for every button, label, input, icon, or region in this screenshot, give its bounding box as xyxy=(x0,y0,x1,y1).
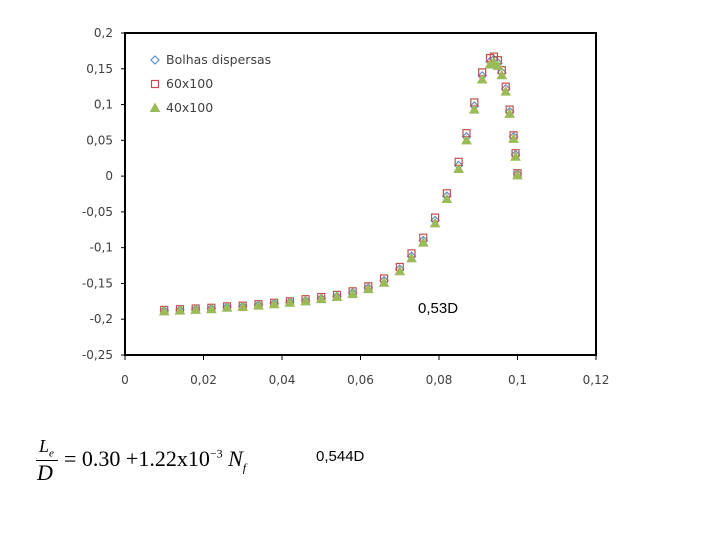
y-tick-label: -0,25 xyxy=(82,348,113,362)
x-tick-label: 0,02 xyxy=(190,373,217,387)
legend-marker-triangle xyxy=(149,102,161,112)
data-point-triangle xyxy=(347,288,359,299)
chart-annotation: 0,53D xyxy=(418,300,459,317)
data-point-triangle xyxy=(429,217,441,228)
y-axis-ticks: -0,25 -0,2 -0,15 -0,1 -0,05 0 0,05 0,1 0,15 0,2 xyxy=(82,26,125,362)
data-point-triangle xyxy=(441,193,453,204)
data-point-triangle xyxy=(158,305,170,316)
y-tick-label: -0,1 xyxy=(90,241,113,255)
y-tick-label: 0,15 xyxy=(86,62,113,76)
data-point-triangle xyxy=(510,151,521,161)
data-point-triangle xyxy=(284,297,296,307)
plot-area xyxy=(124,32,597,356)
fraction-denominator: D xyxy=(37,460,53,485)
y-tick-label: 0 xyxy=(105,169,113,183)
y-tick-label: -0,2 xyxy=(90,312,113,326)
x-axis-ticks: 0 0,02 0,04 0,06 0,08 0,1 0,12 xyxy=(121,355,609,387)
legend: Bolhas dispersas 60x100 40x100 xyxy=(149,52,271,115)
data-point-triangle xyxy=(378,277,390,287)
data-point-triangle xyxy=(205,303,217,314)
x-tick-label: 0,04 xyxy=(269,373,296,387)
data-point-triangle xyxy=(268,298,280,309)
data-point-triangle xyxy=(496,69,508,80)
legend-marker-diamond xyxy=(150,55,160,65)
x-tick-label: 0,12 xyxy=(583,373,610,387)
data-point-triangle xyxy=(362,283,374,294)
data-point-triangle xyxy=(461,134,472,145)
legend-label: 60x100 xyxy=(166,76,213,91)
data-point-triangle xyxy=(417,237,429,247)
y-tick-label: 0,1 xyxy=(94,98,113,112)
legend-label: 40x100 xyxy=(166,100,213,115)
data-point-triangle xyxy=(500,86,512,96)
data-point-triangle xyxy=(468,104,480,114)
y-tick-label: -0,15 xyxy=(82,276,113,290)
correlation-formula: Le D = 0.30 +1.22x10−3 Nf xyxy=(36,436,276,486)
formula-annotation: 0,544D xyxy=(316,448,365,465)
fraction-numerator: Le xyxy=(39,436,54,460)
data-point-triangle xyxy=(331,291,343,302)
x-tick-label: 0 xyxy=(121,373,129,387)
data-point-triangle xyxy=(394,265,406,276)
data-markers xyxy=(158,52,523,316)
data-point-triangle xyxy=(406,252,417,263)
fraction-bar xyxy=(36,460,58,461)
data-point-triangle xyxy=(492,60,504,70)
x-tick-label: 0,08 xyxy=(426,373,453,387)
data-point-triangle xyxy=(253,300,264,310)
data-point-triangle xyxy=(476,73,488,84)
data-point-triangle xyxy=(174,305,186,315)
y-tick-label: 0,2 xyxy=(94,26,113,40)
legend-marker-square xyxy=(150,79,160,89)
data-point-triangle xyxy=(300,295,311,306)
data-point-triangle xyxy=(190,304,202,314)
x-tick-label: 0,06 xyxy=(347,373,374,387)
data-point-triangle xyxy=(315,293,327,304)
data-point-triangle xyxy=(237,301,249,312)
formula-rhs: = 0.30 +1.22x10−3 Nf xyxy=(64,446,247,475)
data-point-triangle xyxy=(508,133,519,143)
x-tick-label: 0,1 xyxy=(508,373,527,387)
data-point-triangle xyxy=(512,169,523,180)
y-tick-label: -0,05 xyxy=(82,205,113,219)
data-point-triangle xyxy=(504,108,516,118)
data-point-triangle xyxy=(453,163,464,173)
legend-label: Bolhas dispersas xyxy=(166,52,271,67)
data-point-triangle xyxy=(221,302,233,312)
y-tick-label: 0,05 xyxy=(86,133,113,147)
